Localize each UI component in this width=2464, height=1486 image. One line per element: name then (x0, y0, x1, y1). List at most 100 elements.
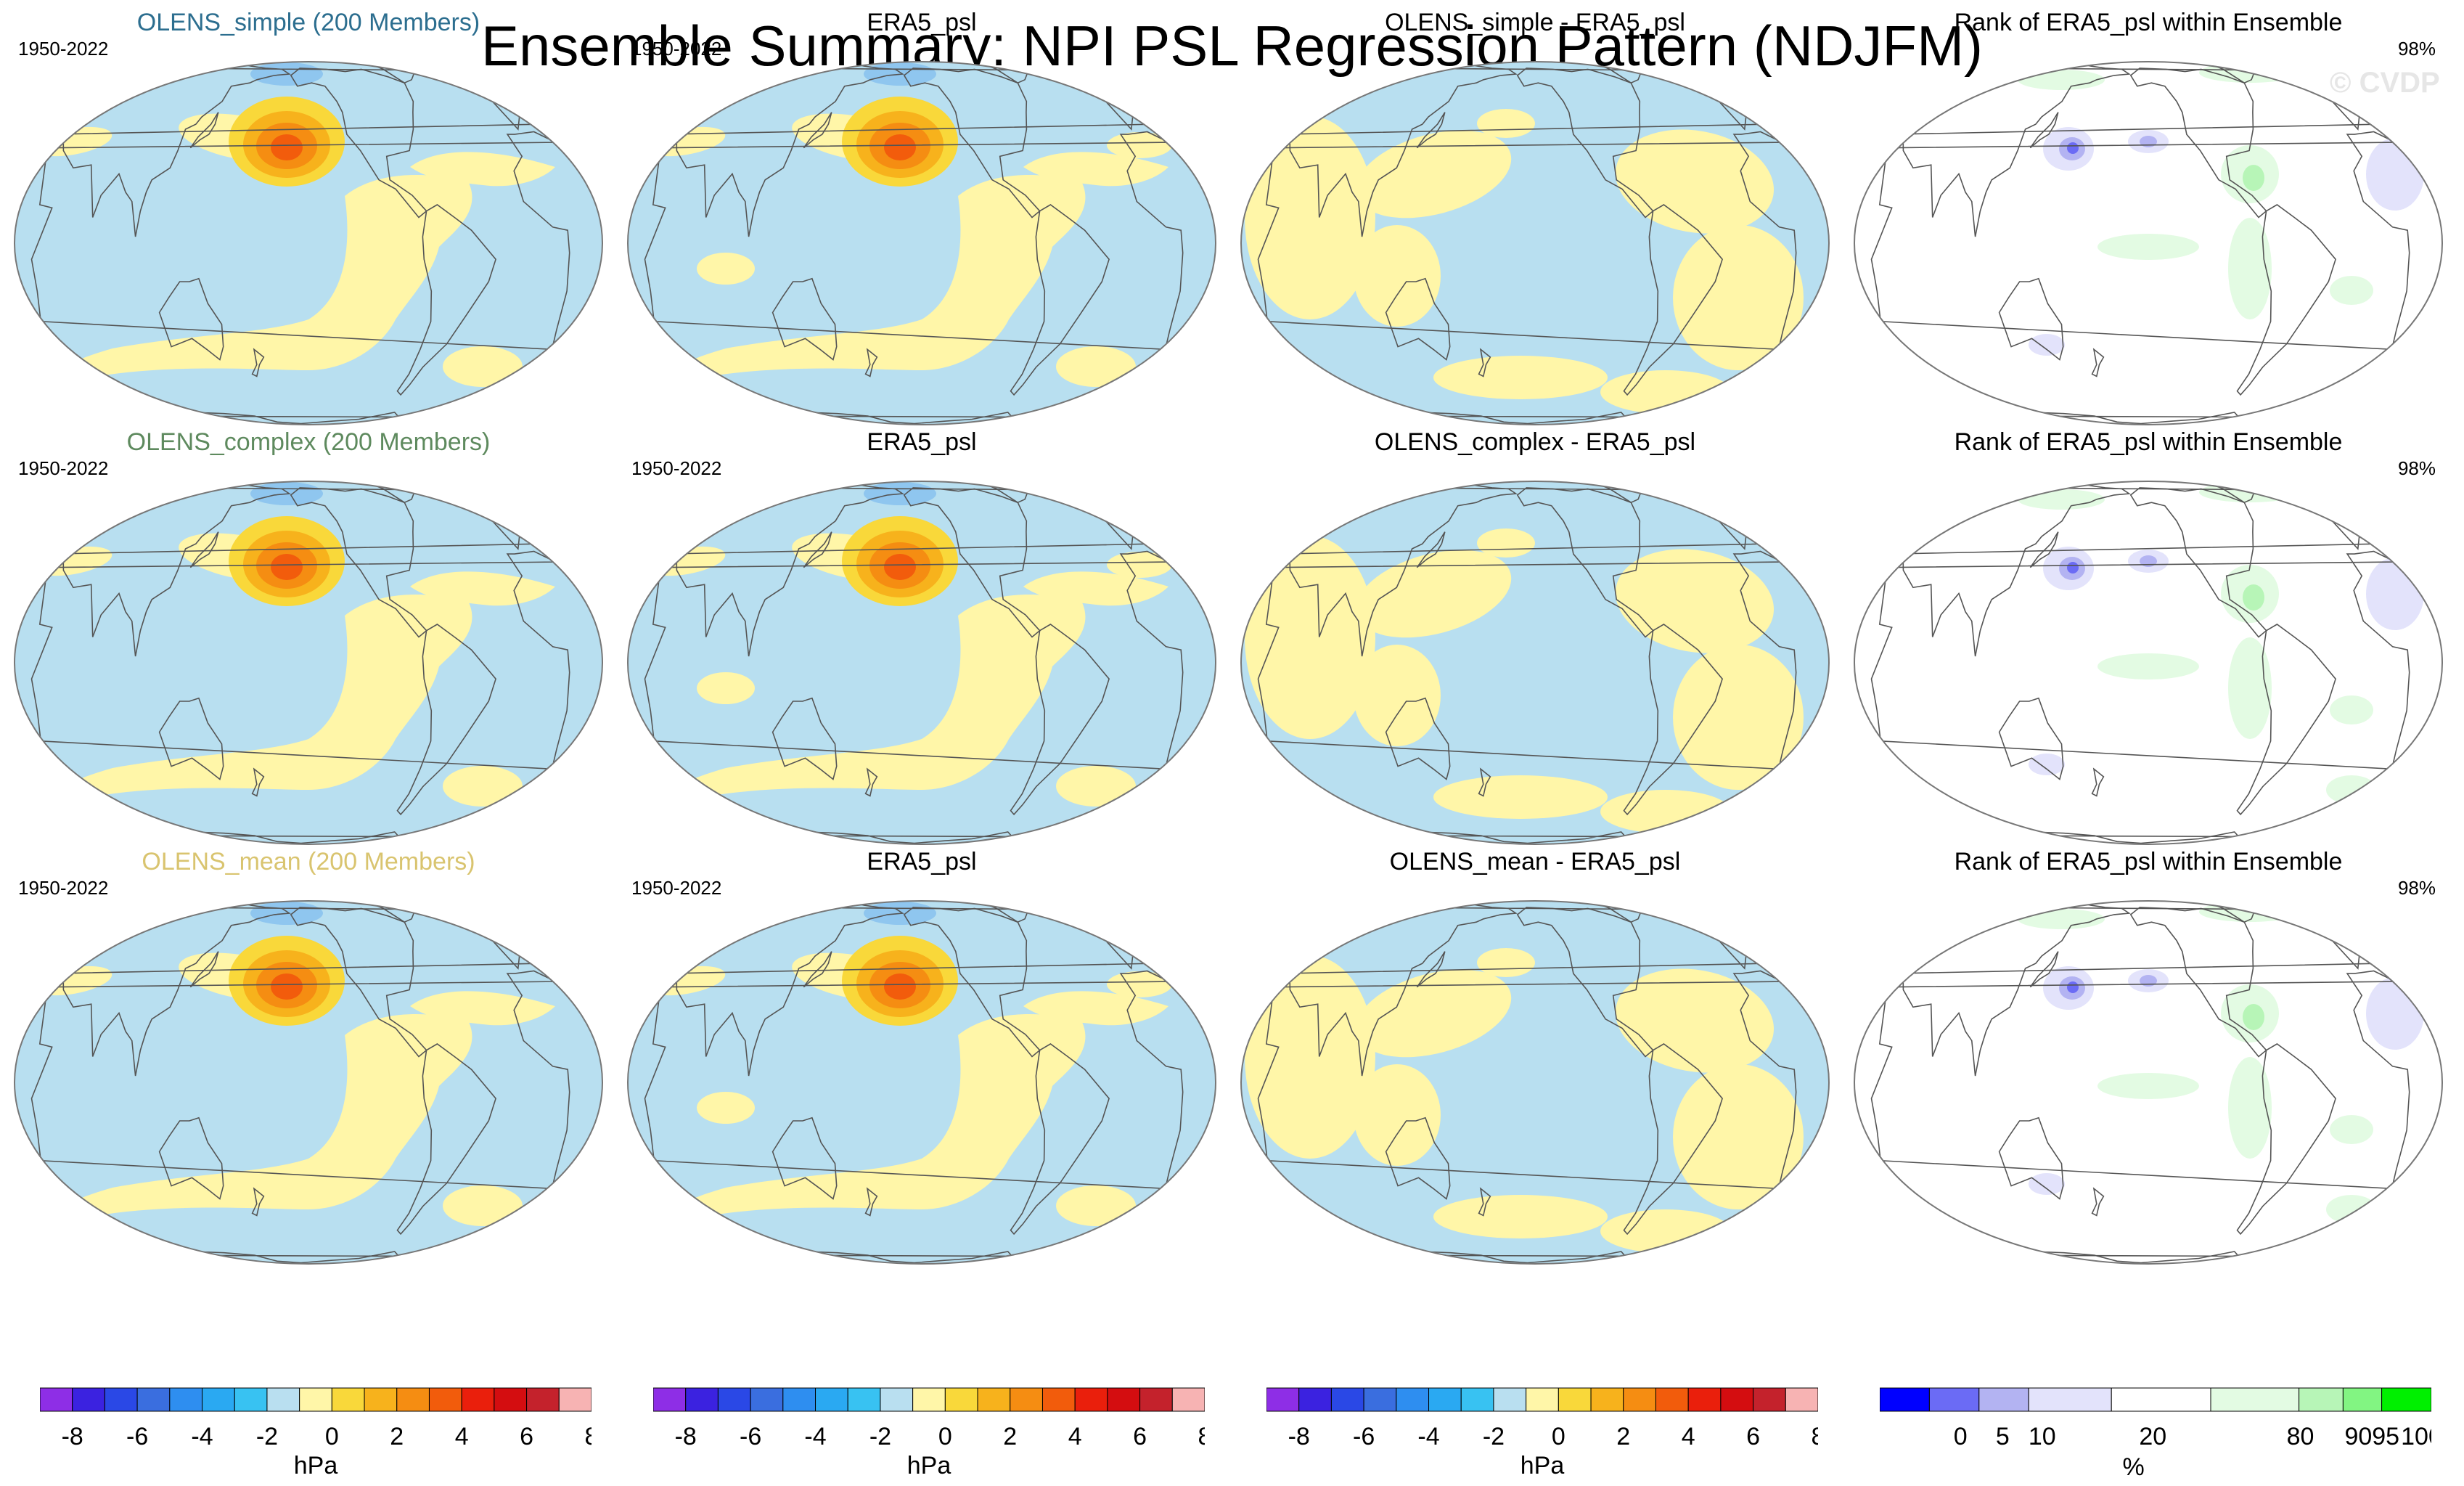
colorbar-swatch (266, 1387, 300, 1412)
coastline-japan (803, 112, 832, 149)
year-range-label: 1950-2022 (18, 457, 109, 479)
colorbar-tick-label: 90 (2344, 1423, 2372, 1450)
cvdp-watermark: © CVDP (2330, 67, 2440, 99)
coastline-north-america (903, 907, 1041, 1058)
colorbar-swatch (977, 1387, 1011, 1412)
colorbar-swatch (1978, 1387, 2029, 1412)
colorbar-tick-label: 0 (1552, 1423, 1565, 1450)
coastline-new-zealand (1478, 767, 1491, 797)
coastline-south-america (2236, 1043, 2336, 1236)
coastline-south-america (1623, 624, 1723, 816)
colorbar-swatch (1107, 1387, 1141, 1412)
rank-colorbar: 0 5 10 20 80 9095100% (1880, 1387, 2431, 1486)
map-row1-rank (1854, 61, 2443, 425)
panel-row2-rank: Rank of ERA5_psl within Ensemble 98% (1843, 428, 2453, 845)
colorbar-swatch (234, 1387, 268, 1412)
coastline-australia (158, 1116, 224, 1200)
coastline-africa (30, 550, 570, 770)
colorbar-swatch (331, 1387, 365, 1412)
coastline-north-america (1516, 487, 1654, 638)
coastline-australia (1998, 277, 2064, 361)
colorbar-swatch (1590, 1387, 1624, 1412)
coastline-japan (803, 951, 832, 988)
colorbar-swatch (944, 1387, 978, 1412)
colorbar-swatch (396, 1387, 430, 1412)
coastline-new-zealand (864, 1187, 878, 1217)
colorbar-swatch (1687, 1387, 1722, 1412)
colorbar-tick-label: -4 (804, 1423, 826, 1450)
colorbar-tick-label: -8 (1288, 1423, 1310, 1450)
map-row2-model (14, 481, 603, 845)
coastline-japan (2029, 951, 2059, 988)
coastline-africa (1870, 970, 2410, 1190)
panel-row2-diff: OLENS_complex - ERA5_psl (1230, 428, 1840, 845)
colorbar-tick-label: 4 (455, 1423, 469, 1450)
colorbar-tick-label: 2 (1003, 1423, 1017, 1450)
colorbar-tick-label: 6 (1133, 1423, 1147, 1450)
colorbar-swatch (1298, 1387, 1332, 1412)
colorbar-swatch (1623, 1387, 1656, 1412)
coastline-japan (189, 531, 219, 568)
map-row1-diff (1240, 61, 1830, 425)
colorbar-swatch (169, 1387, 203, 1412)
colorbar-tick-label: 5 (1996, 1423, 2010, 1450)
panel-row3-obs: ERA5_psl 1950-2022 (617, 848, 1227, 1265)
coastline-south-america (1010, 1043, 1110, 1236)
colorbar-swatch (2299, 1387, 2344, 1412)
colorbar-swatch (299, 1387, 332, 1412)
coastline-africa (1257, 131, 1797, 351)
colorbar-tick-label: 95 (2372, 1423, 2399, 1450)
coastline-africa (1257, 970, 1797, 1190)
colorbar-tick-label: -8 (675, 1423, 697, 1450)
panel-row1-obs: ERA5_psl 1950-2022 (617, 9, 1227, 425)
psl-colorbar-obs: -8 -6 -4 -2 0 2 4 6 8 hPa (653, 1387, 1205, 1486)
colorbar-swatch (428, 1387, 462, 1412)
colorbar-tick-label: 4 (1068, 1423, 1082, 1450)
rank-panel-title: Rank of ERA5_psl within Ensemble (1954, 9, 2343, 36)
colorbar-swatch (1880, 1387, 1930, 1412)
coastline-south-america (396, 624, 496, 816)
colorbar-unit-label: % (2122, 1453, 2144, 1481)
panel-row1-model: OLENS_simple (200 Members) 1950-2022 (4, 9, 613, 425)
colorbar-unit-label: hPa (294, 1452, 338, 1479)
coastline-north-america (903, 487, 1041, 638)
coastline-new-zealand (1478, 1187, 1491, 1217)
colorbar-swatch (1171, 1387, 1205, 1412)
colorbar-swatch (526, 1387, 560, 1412)
obs-panel-title: ERA5_psl (867, 848, 977, 875)
obs-panel-title: ERA5_psl (867, 9, 977, 36)
page-title: Ensemble Summary: NPI PSL Regression Pat… (480, 14, 1984, 78)
colorbar-swatch (136, 1387, 171, 1412)
rank-percent-label: 98% (2397, 877, 2436, 899)
panel-row3-rank: Rank of ERA5_psl within Ensemble 98% (1843, 848, 2453, 1265)
coastline-south-america (1010, 624, 1110, 816)
colorbar-swatch (880, 1387, 914, 1412)
map-row2-rank (1854, 481, 2443, 845)
colorbar-tick-label: -4 (1417, 1423, 1439, 1450)
colorbar-tick-label: 2 (1616, 1423, 1630, 1450)
coastline-africa (30, 970, 570, 1190)
model-panel-title: OLENS_complex (200 Members) (126, 428, 491, 456)
coastline-australia (158, 277, 224, 361)
colorbar-swatch (1785, 1387, 1818, 1412)
panel-row2-obs: ERA5_psl 1950-2022 (617, 428, 1227, 845)
colorbar-tick-label: 8 (1198, 1423, 1205, 1450)
colorbar-swatch (1363, 1387, 1397, 1412)
colorbar-swatch (1460, 1387, 1494, 1412)
colorbar-swatch (202, 1387, 235, 1412)
colorbar-unit-label: hPa (907, 1452, 951, 1479)
colorbar-swatch (1928, 1387, 1980, 1412)
coastline-north-america (1516, 907, 1654, 1058)
coastline-south-america (1623, 204, 1723, 396)
coastline-south-america (2236, 624, 2336, 816)
colorbar-swatch (1139, 1387, 1173, 1412)
colorbar-swatch (1558, 1387, 1592, 1412)
coastline-australia (771, 277, 838, 361)
coastline-north-america (2129, 68, 2267, 219)
colorbar-swatch (782, 1387, 816, 1412)
year-range-label: 1950-2022 (18, 877, 109, 899)
coastline-japan (1416, 531, 1446, 568)
diff-panel-title: OLENS_simple - ERA5_psl (1385, 9, 1685, 36)
colorbar-swatch (1526, 1387, 1559, 1412)
colorbar-swatch (717, 1387, 751, 1412)
